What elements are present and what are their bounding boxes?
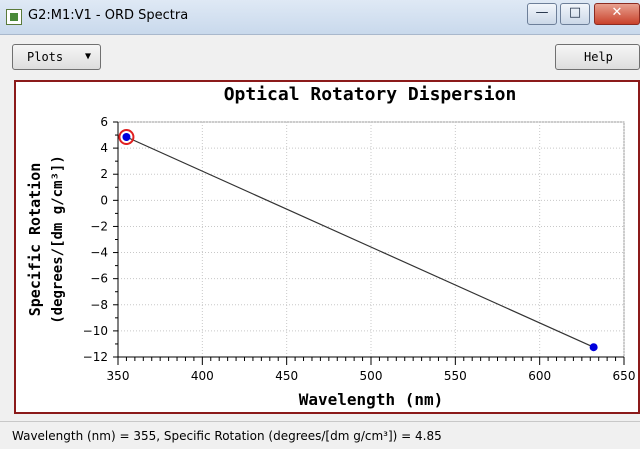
status-bar: Wavelength (nm) = 355, Specific Rotation… xyxy=(0,421,640,449)
minimize-button[interactable]: — xyxy=(527,3,557,25)
data-point xyxy=(122,133,131,142)
selected-point-marker xyxy=(118,129,135,146)
ord-chart[interactable]: 6 4 2 0 −2 −4 −6 −8 −10 −12 350 400 450 500 550 600 650 W… xyxy=(0,0,640,420)
chevron-down-icon: ▼ xyxy=(85,51,92,62)
x-tick-label: 400 xyxy=(191,369,214,383)
y-tick-label: 2 xyxy=(100,167,108,181)
y-tick-label: 0 xyxy=(100,193,108,207)
minimize-icon: — xyxy=(535,5,549,20)
close-button[interactable]: ✕ xyxy=(594,3,640,25)
x-tick-label: 600 xyxy=(528,369,551,383)
x-tick-label: 350 xyxy=(107,369,130,383)
plots-dropdown-button[interactable]: Plots ▼ xyxy=(12,44,101,70)
series-line xyxy=(126,136,594,348)
chart-title: Optical Rotatory Dispersion xyxy=(223,84,517,105)
title-bar: G2:M1:V1 - ORD Spectra — □ ✕ xyxy=(0,0,640,35)
x-tick-label: 500 xyxy=(360,369,383,383)
y-tick-label: −4 xyxy=(90,246,108,260)
app-icon xyxy=(6,9,22,25)
y-tick-label: 4 xyxy=(100,141,108,155)
y-tick-label: −10 xyxy=(83,324,108,338)
y-tick-label: 6 xyxy=(100,115,108,129)
y-axis-label-line2: (degrees/[dm g/cm³]) xyxy=(50,155,66,324)
y-tick-label: −6 xyxy=(90,272,108,286)
plots-label: Plots xyxy=(27,50,64,64)
help-button[interactable]: Help xyxy=(555,44,640,70)
y-tick-label: −12 xyxy=(83,350,108,364)
maximize-icon: □ xyxy=(568,5,582,20)
x-tick-label: 550 xyxy=(444,369,467,383)
data-point xyxy=(589,343,598,352)
window-title: G2:M1:V1 - ORD Spectra xyxy=(28,8,189,23)
maximize-button[interactable]: □ xyxy=(560,3,590,25)
y-axis-label-line1: Specific Rotation xyxy=(26,163,44,317)
x-tick-label: 650 xyxy=(613,369,636,383)
help-label: Help xyxy=(584,50,613,64)
status-readout: Wavelength (nm) = 355, Specific Rotation… xyxy=(12,429,442,443)
y-tick-label: −8 xyxy=(90,298,108,312)
x-tick-label: 450 xyxy=(275,369,298,383)
x-axis-label: Wavelength (nm) xyxy=(299,390,444,409)
y-tick-label: −2 xyxy=(90,219,108,233)
close-icon: ✕ xyxy=(611,5,623,20)
